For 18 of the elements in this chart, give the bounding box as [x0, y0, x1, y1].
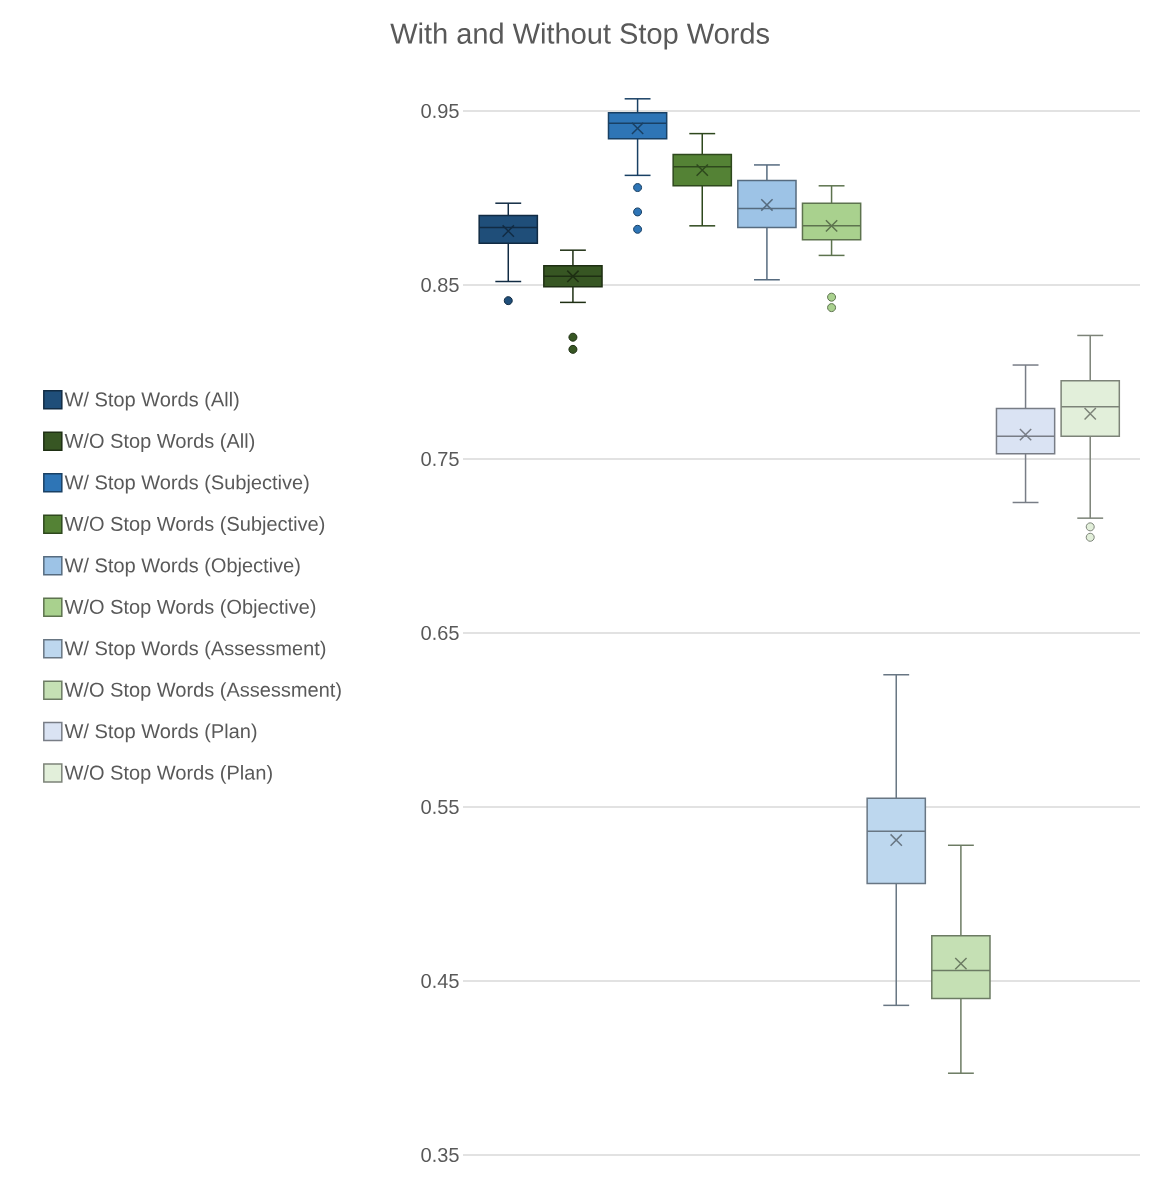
y-tick-label: 0.65	[421, 625, 459, 641]
y-tick-label: 0.85	[421, 277, 459, 293]
legend-label: W/ Stop Words (Objective)	[64, 557, 300, 577]
legend-label: W/O Stop Words (All)	[64, 433, 255, 452]
y-tick-label: 0.95	[421, 103, 459, 119]
chart-title: With and Without Stop Words	[390, 22, 769, 50]
legend-label: W/ Stop Words (Assessment)	[64, 640, 326, 660]
y-tick-label: 0.55	[421, 799, 459, 815]
legend-label: W/O Stop Words (Assessment)	[64, 682, 341, 701]
y-tick-label: 0.35	[421, 1147, 459, 1163]
y-tick-label: 0.45	[421, 973, 459, 989]
legend-label: W/O Stop Words (Subjective)	[64, 516, 325, 535]
legend-label: W/ Stop Words (All)	[64, 391, 239, 411]
y-tick-label: 0.75	[421, 451, 459, 467]
legend-label: W/ Stop Words (Plan)	[64, 723, 257, 743]
legend-label: W/ Stop Words (Subjective)	[64, 474, 309, 494]
legend-label: W/O Stop Words (Objective)	[64, 599, 316, 618]
legend-label: W/O Stop Words (Plan)	[64, 765, 272, 784]
